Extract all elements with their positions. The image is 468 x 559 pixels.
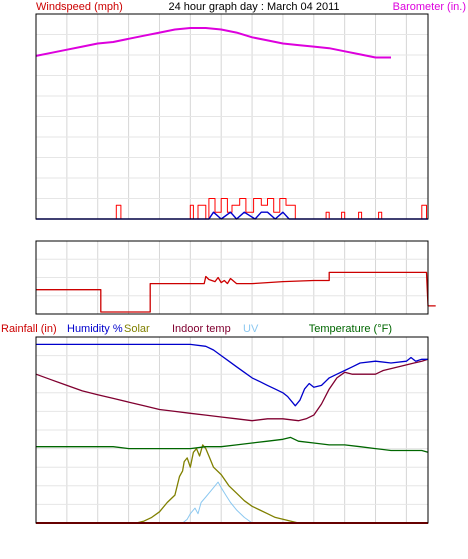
solar-legend-label: Solar <box>124 323 150 335</box>
direction-plot-frame <box>35 240 429 315</box>
temperature-series-line <box>36 436 429 453</box>
chart-title: 24 hour graph day : March 04 2011 <box>168 1 339 13</box>
humidity-legend-label: Humidity % <box>67 323 123 335</box>
solar-series-line <box>36 444 428 524</box>
chart-marks-group <box>35 13 436 524</box>
temperature-axis-title: Temperature (°F) <box>309 323 392 335</box>
uv-series-line <box>36 481 428 524</box>
wind-gust-series-line <box>36 211 428 220</box>
uv-legend-label: UV <box>243 323 259 335</box>
rainfall-axis-title: Rainfall (in) <box>1 323 57 335</box>
wind-plot-frame <box>35 13 429 220</box>
indoor-temp-series-line <box>35 358 429 422</box>
windspeed-series-line <box>36 198 428 220</box>
windspeed-axis-title: Windspeed (mph) <box>36 1 123 13</box>
wind-direction-series-line <box>36 271 436 313</box>
humidity-series-line <box>36 343 428 407</box>
climate-plot-frame <box>35 336 429 524</box>
indoor-temp-legend-label: Indoor temp <box>172 323 231 335</box>
barometer-series-line <box>35 27 391 59</box>
barometer-axis-title: Barometer (in.) <box>393 1 466 13</box>
